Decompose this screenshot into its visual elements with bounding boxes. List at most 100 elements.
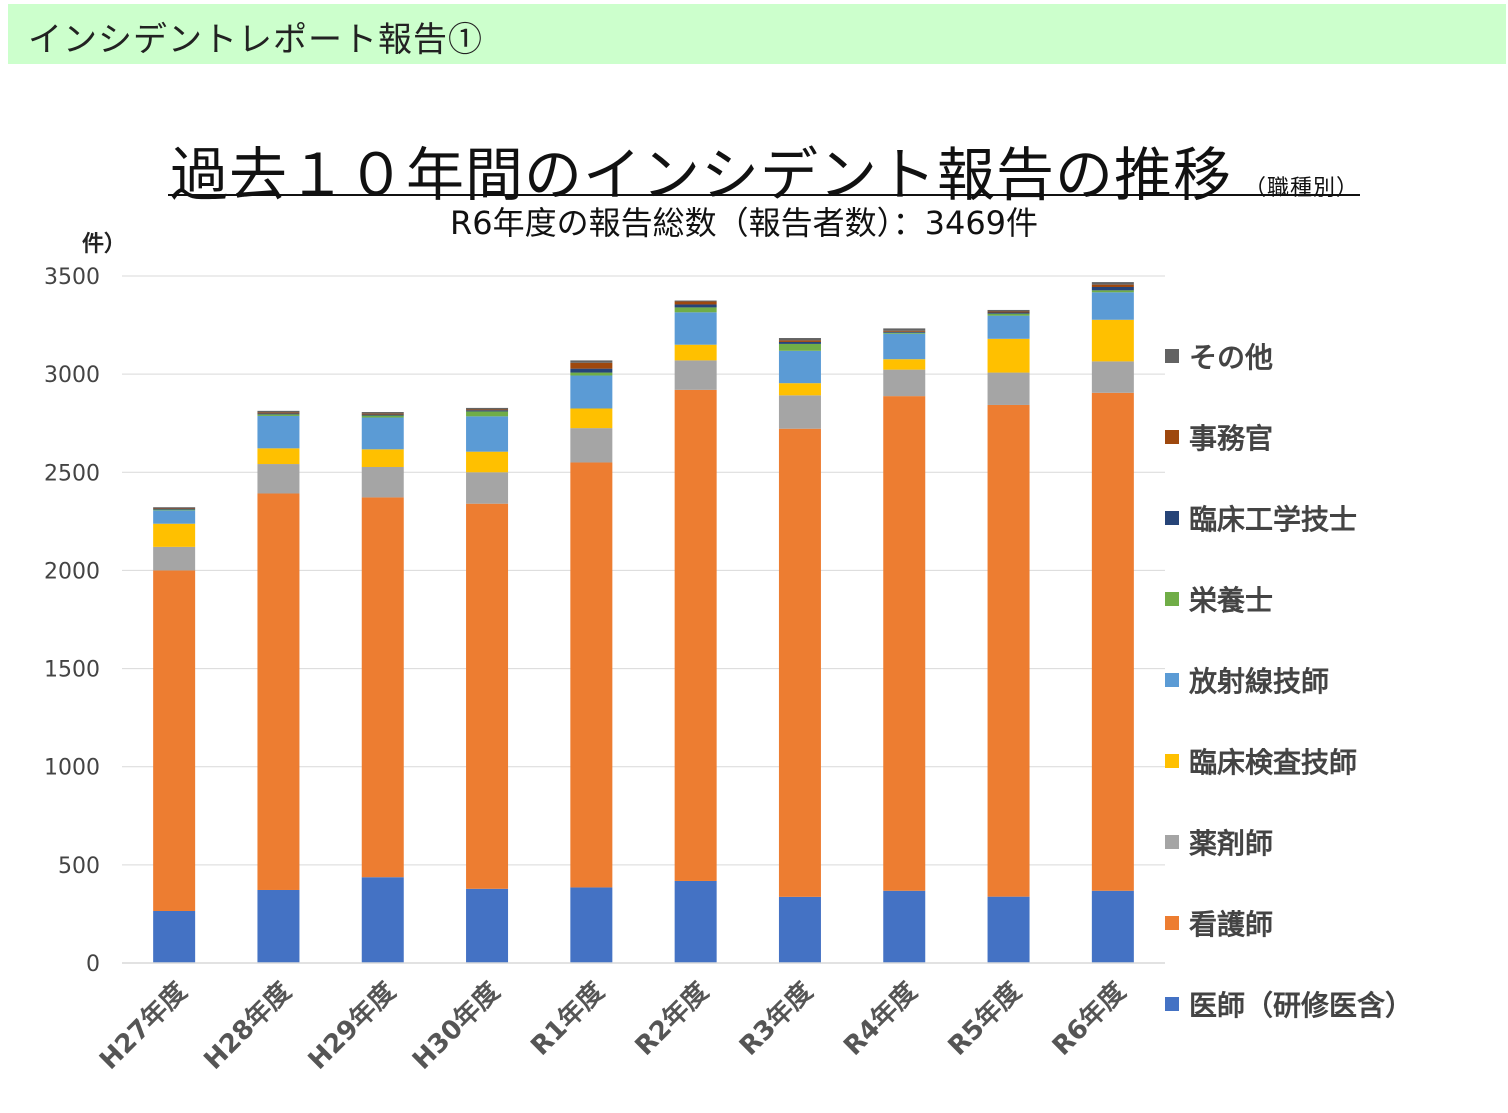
bar-segment: [987, 404, 1030, 897]
bar-segment: [466, 411, 509, 417]
chart-title: 過去１０年間のインシデント報告の推移 （職種別）: [170, 128, 1359, 212]
x-tick-label: R6年度: [1046, 976, 1132, 1062]
bar-segment: [883, 332, 926, 334]
chart-subtitle: R6年度の報告総数（報告者数）：3469件: [450, 204, 1039, 242]
bar-segment: [570, 462, 613, 888]
bar-segment: [466, 409, 509, 411]
bar-segment: [674, 344, 717, 361]
x-tick-label: R3年度: [733, 976, 819, 1062]
bar-segment: [361, 466, 404, 498]
bar-segment: [987, 372, 1030, 405]
legend-label: 放射線技師: [1189, 665, 1330, 698]
y-tick-label: 3500: [44, 265, 100, 290]
bar-segment: [570, 372, 613, 376]
bar-segment: [153, 546, 196, 571]
legend-swatch: [1165, 997, 1179, 1011]
x-tick-label: R4年度: [838, 976, 924, 1062]
bar-segment: [466, 410, 509, 412]
legend-item: その他: [1165, 336, 1273, 376]
bar-segment: [361, 415, 404, 418]
chart-title-sub: （職種別）: [1244, 176, 1360, 201]
bar-segment: [778, 428, 821, 897]
legend-label: 事務官: [1189, 422, 1274, 455]
legend-label: 薬剤師: [1189, 827, 1274, 860]
bar-segment: [778, 343, 821, 351]
bar-segment: [674, 301, 717, 305]
bar-segment: [674, 307, 717, 313]
bar-segment: [257, 415, 300, 449]
y-tick-label: 1500: [44, 658, 100, 683]
legend-swatch: [1165, 511, 1179, 525]
legend-swatch: [1165, 835, 1179, 849]
bar-segment: [674, 880, 717, 963]
bar-segment: [778, 350, 821, 384]
x-tick-label: H29年度: [302, 976, 402, 1076]
bar-segment: [153, 508, 196, 509]
y-tick-label: 2500: [44, 461, 100, 486]
bar-segment: [883, 359, 926, 370]
bar-segment: [674, 300, 717, 302]
bar-segment: [674, 360, 717, 390]
bar-segment: [257, 493, 300, 890]
y-tick-label: 3000: [44, 363, 100, 388]
bar-segment: [987, 896, 1030, 963]
bar-segment: [257, 464, 300, 494]
legend-swatch: [1165, 430, 1179, 444]
bar-segment: [361, 414, 404, 416]
x-tick-label: R1年度: [525, 976, 611, 1062]
bar-segment: [883, 333, 926, 360]
bar-segment: [883, 396, 926, 891]
bar-segment: [361, 877, 404, 963]
header-banner: インシデントレポート報告①: [8, 4, 1506, 64]
bar-segment: [153, 523, 196, 547]
bar-segment: [257, 412, 300, 414]
y-axis-unit: 件）: [82, 232, 127, 257]
bar-segment: [361, 449, 404, 467]
x-tick-label: R2年度: [629, 976, 715, 1062]
legend-item: 薬剤師: [1165, 822, 1273, 862]
bar-segment: [570, 360, 613, 363]
bar-segment: [257, 448, 300, 465]
legend-swatch: [1165, 349, 1179, 363]
bar-segment: [466, 451, 509, 473]
bar-segment: [883, 330, 926, 332]
bar-segment: [778, 340, 821, 342]
bar-segment: [1091, 292, 1134, 320]
bar-segment: [570, 428, 613, 463]
bar-segment: [466, 503, 509, 889]
bar-segment: [674, 389, 717, 881]
bar-segment: [778, 395, 821, 429]
bar-segment: [257, 410, 300, 413]
bar-segment: [778, 896, 821, 963]
bar-segment: [778, 383, 821, 396]
bar-segment: [570, 362, 613, 369]
bar-segment: [987, 311, 1030, 313]
bar-segment: [1091, 890, 1134, 963]
bar-segment: [883, 369, 926, 397]
title-underline: [168, 194, 1360, 196]
legend-swatch: [1165, 673, 1179, 687]
legend-swatch: [1165, 916, 1179, 930]
bar-segment: [361, 413, 404, 415]
legend-swatch: [1165, 592, 1179, 606]
legend-item: 医師（研修医含）: [1165, 984, 1413, 1024]
bar-segment: [570, 408, 613, 429]
y-tick-label: 0: [86, 952, 100, 977]
bar-segment: [570, 375, 613, 409]
x-tick-label: H28年度: [198, 976, 298, 1076]
legend-label: 栄養士: [1189, 584, 1274, 617]
bar-segment: [570, 887, 613, 963]
legend-item: 臨床工学技士: [1165, 498, 1357, 538]
bar-segment: [257, 889, 300, 963]
legend-item: 栄養士: [1165, 579, 1273, 619]
bar-segment: [361, 497, 404, 878]
bar-segment: [153, 570, 196, 911]
bar-segment: [987, 338, 1030, 373]
legend-item: 臨床検査技師: [1165, 741, 1357, 781]
legend-label: 看護師: [1189, 908, 1274, 941]
banner-title: インシデントレポート報告①: [28, 20, 483, 60]
bar-segment: [257, 413, 300, 415]
bar-segment: [570, 368, 613, 373]
bar-segment: [466, 407, 509, 410]
